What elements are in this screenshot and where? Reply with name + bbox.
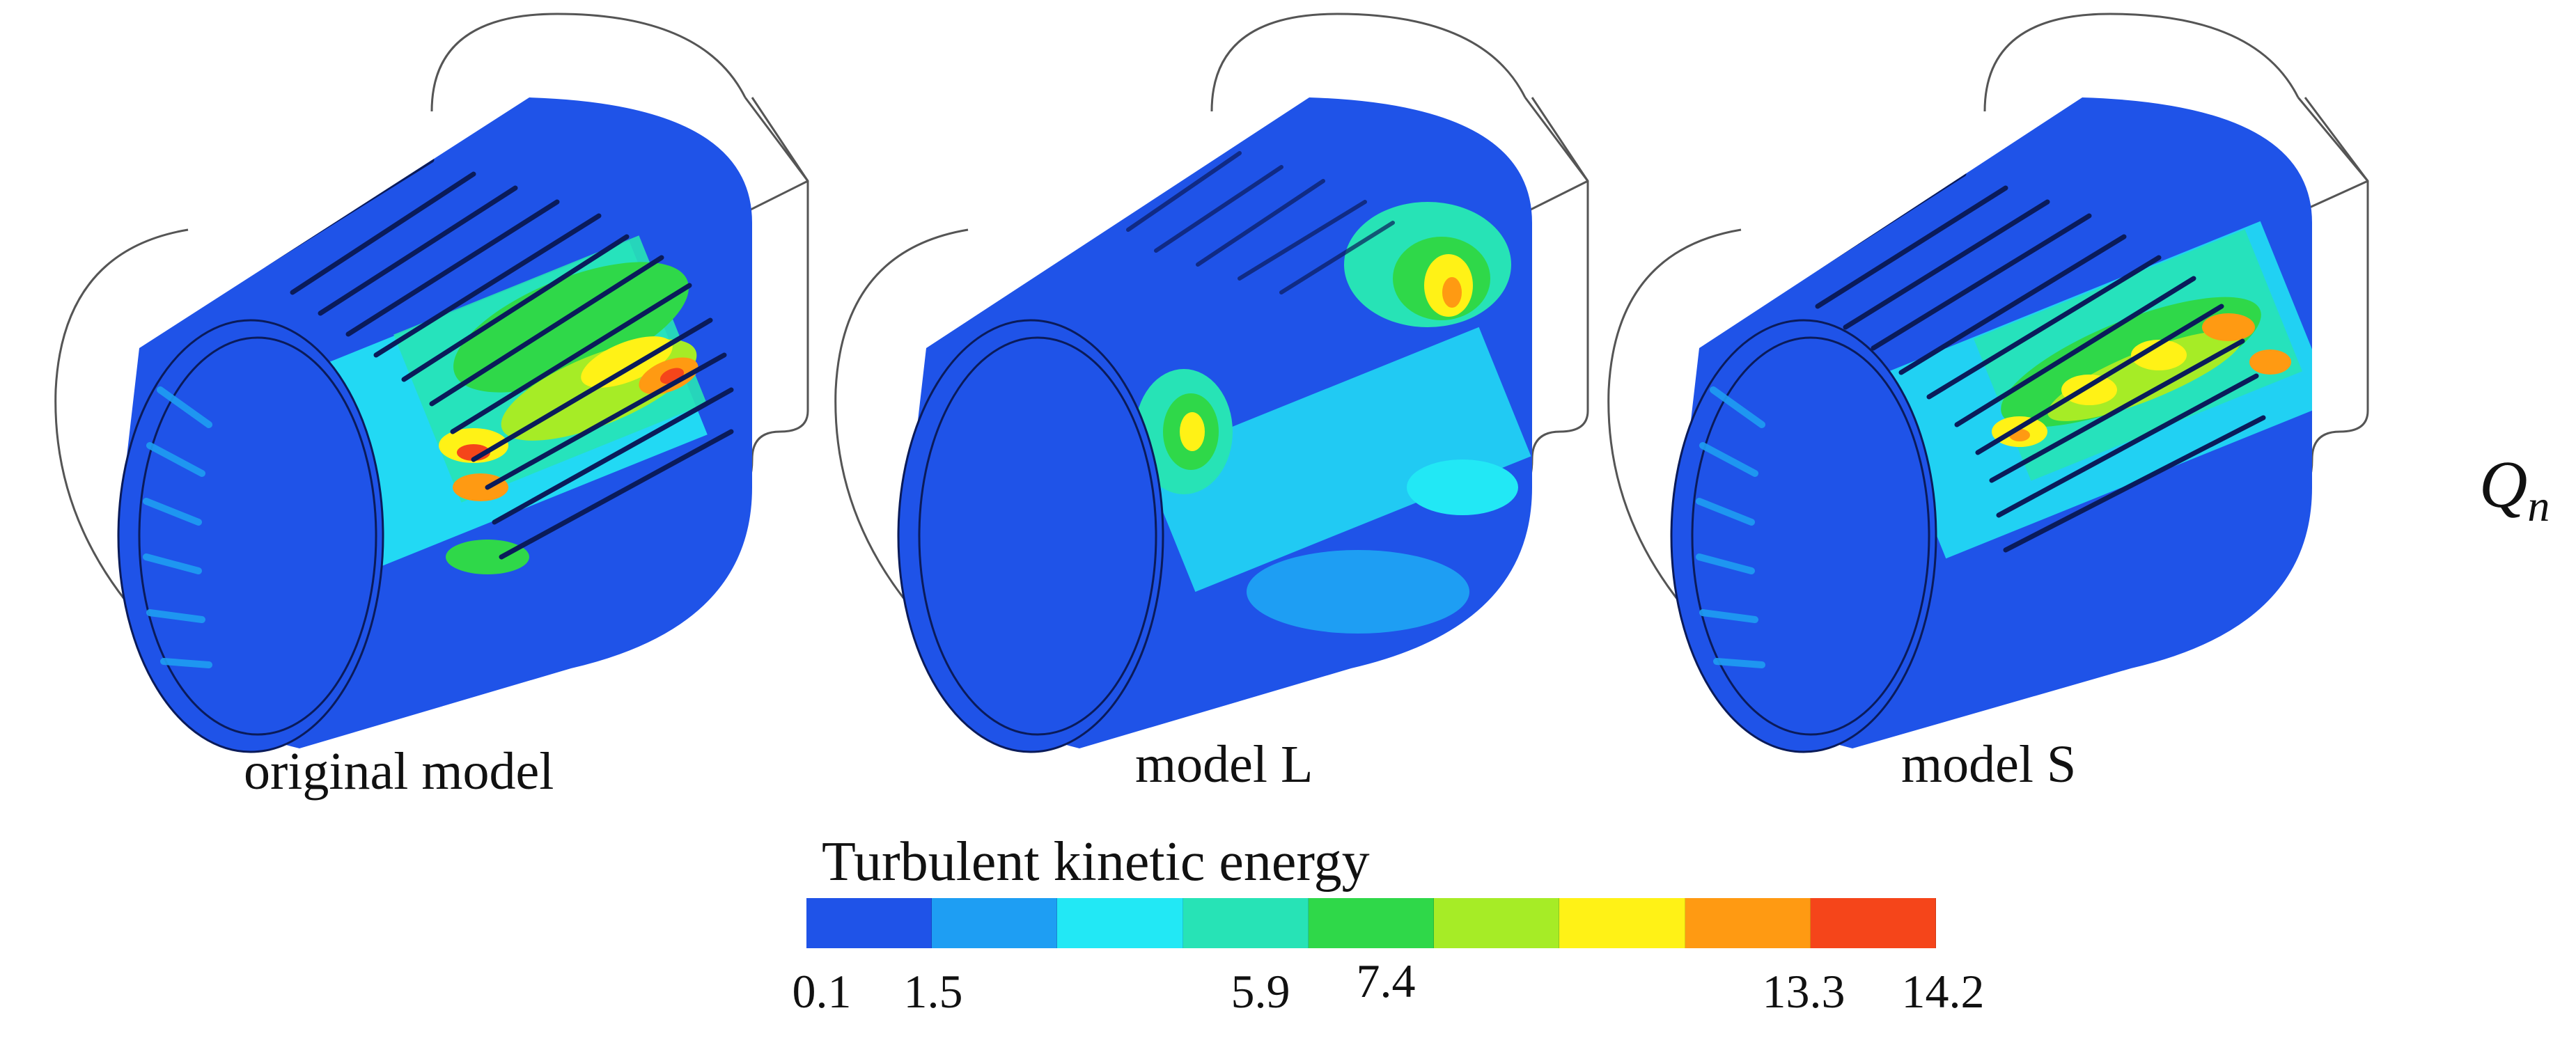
colorbar-segment — [1559, 898, 1685, 948]
end-face — [117, 319, 384, 753]
panel-model-S — [1607, 13, 2369, 753]
colorbar-tick-label: 5.9 — [1231, 965, 1290, 1018]
colorbar-tick-label: 14.2 — [1901, 965, 1985, 1018]
colorbar-tick-label: 0.1 — [792, 965, 852, 1018]
end-face — [1670, 319, 1937, 753]
panel-original-model — [54, 13, 809, 753]
colorbar-segment — [1434, 898, 1560, 948]
colorbar-tick-label: 1.5 — [903, 965, 963, 1018]
colorbar-tick-label: 7.4 — [1356, 954, 1416, 1007]
colorbar-segment — [806, 898, 932, 948]
colorbar-segment — [1308, 898, 1435, 948]
caption-model-S: model S — [1901, 735, 2077, 794]
colorbar-segment — [1182, 898, 1309, 948]
end-face — [897, 319, 1164, 753]
flow-rate-symbol: Q — [2479, 447, 2528, 521]
colorbar-tick-label: 13.3 — [1762, 965, 1845, 1018]
colorbar-title: Turbulent kinetic energy — [822, 831, 1370, 893]
panel-model-L — [834, 13, 1589, 753]
colorbar — [806, 898, 1936, 948]
colorbar-segment — [1685, 898, 1811, 948]
caption-model-L: model L — [1135, 735, 1313, 794]
flow-rate-subscript: n — [2527, 481, 2550, 531]
colorbar-segment — [1810, 898, 1936, 948]
flow-rate-label: Qn — [2479, 446, 2550, 532]
colorbar-segment — [1057, 898, 1183, 948]
colorbar-segment — [932, 898, 1058, 948]
caption-original-model: original model — [244, 742, 554, 801]
